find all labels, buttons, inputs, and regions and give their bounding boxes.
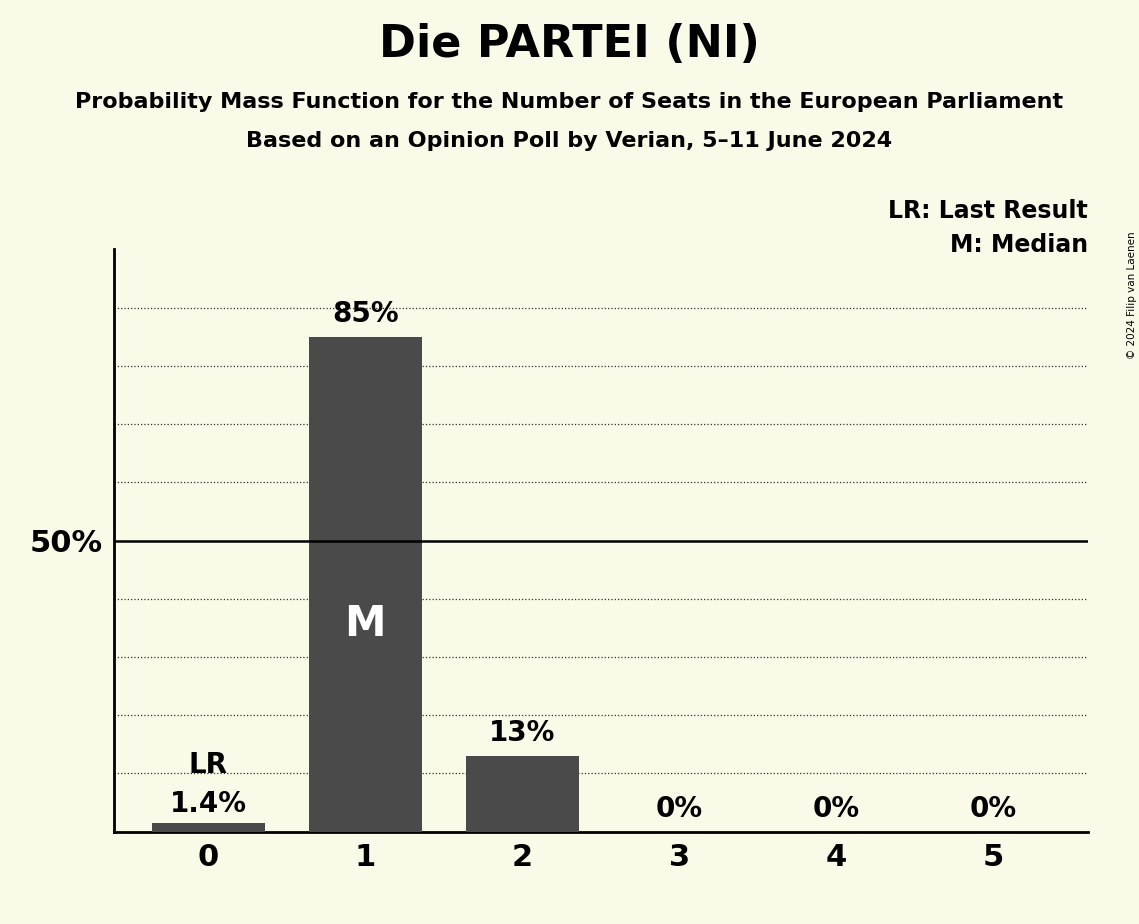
Text: 0%: 0% bbox=[970, 795, 1017, 823]
Text: Probability Mass Function for the Number of Seats in the European Parliament: Probability Mass Function for the Number… bbox=[75, 92, 1064, 113]
Text: 1.4%: 1.4% bbox=[170, 790, 247, 818]
Text: Die PARTEI (NI): Die PARTEI (NI) bbox=[379, 23, 760, 67]
Bar bbox=[466, 756, 579, 832]
Bar bbox=[309, 337, 421, 832]
Text: 0%: 0% bbox=[656, 795, 703, 823]
Text: 0%: 0% bbox=[813, 795, 860, 823]
Text: 13%: 13% bbox=[489, 719, 556, 748]
Text: 85%: 85% bbox=[331, 300, 399, 328]
Text: M: Median: M: Median bbox=[950, 233, 1088, 257]
Text: LR: Last Result: LR: Last Result bbox=[888, 199, 1088, 223]
Text: Based on an Opinion Poll by Verian, 5–11 June 2024: Based on an Opinion Poll by Verian, 5–11… bbox=[246, 131, 893, 152]
Text: © 2024 Filip van Laenen: © 2024 Filip van Laenen bbox=[1126, 231, 1137, 359]
Text: M: M bbox=[344, 602, 386, 645]
Text: LR: LR bbox=[189, 751, 228, 779]
Bar bbox=[151, 823, 264, 832]
